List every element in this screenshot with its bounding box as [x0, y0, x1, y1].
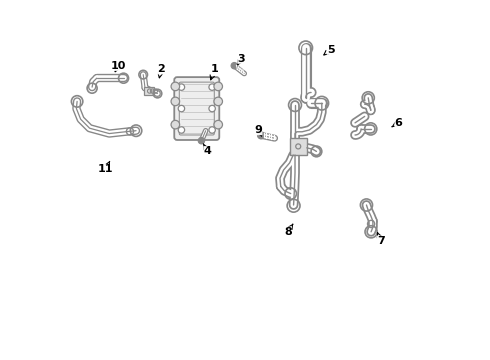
Circle shape	[178, 84, 185, 90]
Circle shape	[214, 120, 222, 129]
Text: 11: 11	[98, 161, 113, 174]
Circle shape	[231, 63, 238, 69]
Circle shape	[214, 82, 222, 91]
Text: 8: 8	[284, 224, 293, 237]
Text: 2: 2	[157, 64, 165, 78]
Text: 1: 1	[210, 64, 219, 80]
Circle shape	[258, 132, 265, 139]
Circle shape	[209, 105, 215, 112]
Circle shape	[214, 97, 222, 106]
Bar	[144, 87, 154, 95]
Circle shape	[178, 127, 185, 133]
Circle shape	[198, 138, 205, 144]
Text: 3: 3	[238, 54, 245, 65]
Circle shape	[171, 82, 180, 91]
Text: 10: 10	[111, 61, 126, 72]
Text: 6: 6	[392, 118, 403, 128]
Circle shape	[209, 127, 215, 133]
Text: 4: 4	[203, 144, 211, 157]
Bar	[290, 138, 307, 155]
Text: 9: 9	[254, 125, 262, 136]
FancyBboxPatch shape	[174, 77, 220, 140]
Circle shape	[171, 120, 180, 129]
Text: 5: 5	[324, 45, 335, 55]
Circle shape	[171, 97, 180, 106]
Circle shape	[209, 84, 215, 90]
Circle shape	[178, 105, 185, 112]
Text: 7: 7	[377, 233, 385, 246]
